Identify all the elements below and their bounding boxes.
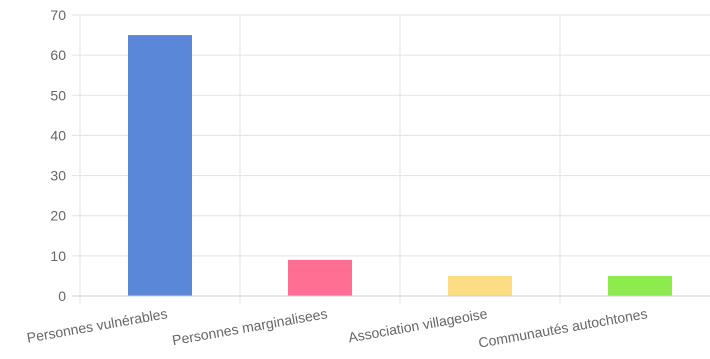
bar-series: [128, 35, 672, 296]
y-tick-label: 10: [50, 248, 66, 264]
tick-labels: 0 10 20 30 40 50 60 70 Personnes vulnérables Pers…: [25, 7, 648, 351]
y-tick-label: 70: [50, 7, 66, 23]
x-tick-label: Personnes marginalisees: [171, 305, 329, 348]
y-tick-label: 60: [50, 47, 66, 63]
y-tick-label: 30: [50, 168, 66, 184]
x-tick-label: Association villageoise: [347, 305, 489, 345]
bar: [448, 275, 512, 296]
bar: [608, 275, 672, 296]
x-tick-label: Communautés autochtones: [477, 305, 648, 350]
y-tick-label: 50: [50, 87, 66, 103]
y-tick-label: 0: [58, 288, 66, 304]
x-tick-label: Personnes vulnérables: [25, 305, 168, 345]
bar: [288, 259, 352, 296]
bar: [128, 35, 192, 296]
y-tick-label: 20: [50, 208, 66, 224]
y-tick-label: 40: [50, 127, 66, 143]
